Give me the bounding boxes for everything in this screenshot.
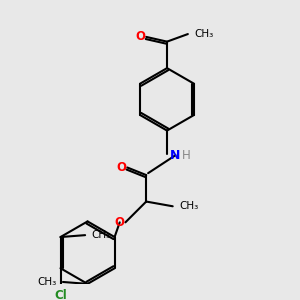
Text: Cl: Cl (54, 289, 67, 300)
Text: O: O (117, 161, 127, 174)
Text: H: H (182, 149, 190, 162)
Text: O: O (115, 216, 125, 229)
Text: CH₃: CH₃ (92, 230, 111, 240)
Text: CH₃: CH₃ (179, 201, 199, 211)
Text: O: O (136, 30, 146, 44)
Text: CH₃: CH₃ (37, 277, 56, 287)
Text: CH₃: CH₃ (194, 29, 214, 39)
Text: N: N (170, 149, 181, 162)
